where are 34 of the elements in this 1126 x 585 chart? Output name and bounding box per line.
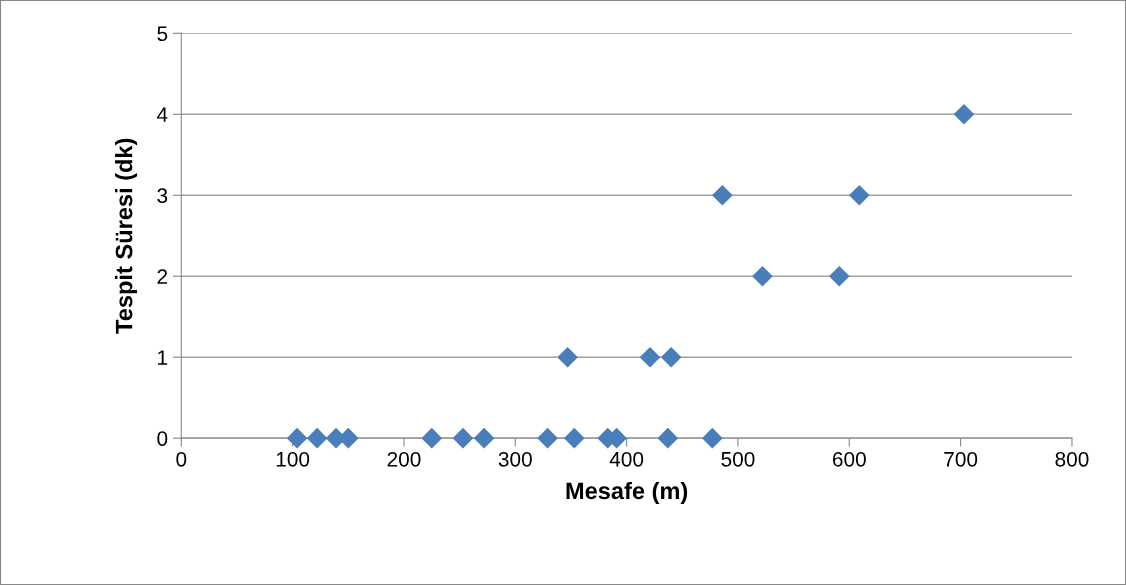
point — [752, 265, 773, 287]
point — [702, 427, 723, 449]
x-tick-label: 600 — [832, 451, 866, 467]
point — [286, 427, 308, 449]
x-tick-label: 500 — [721, 451, 755, 467]
x-tick-label: 700 — [944, 451, 978, 467]
y-tick-label: 2 — [157, 269, 168, 284]
point — [557, 346, 578, 368]
x-tick-label: 800 — [1055, 451, 1089, 467]
point — [828, 265, 850, 287]
y-tick-label: 5 — [157, 26, 168, 42]
point — [473, 427, 495, 449]
point — [712, 184, 733, 206]
point — [537, 427, 558, 449]
point — [660, 346, 682, 368]
y-tick-label: 1 — [158, 350, 168, 365]
point — [639, 346, 661, 368]
point — [953, 104, 975, 125]
x-tick-label: 300 — [498, 451, 532, 467]
point — [452, 427, 474, 449]
y-tick-label: 4 — [156, 107, 168, 122]
point — [657, 427, 679, 449]
x-tick-label: 400 — [609, 451, 644, 467]
x-axis-title: Mesafe (m) — [566, 481, 688, 504]
y-tick-label: 0 — [157, 431, 168, 446]
x-tick-label: 100 — [276, 451, 310, 467]
point — [421, 427, 443, 449]
point — [849, 184, 870, 206]
point — [563, 427, 585, 449]
y-tick-label: 3 — [157, 188, 168, 204]
y-axis-title: Tespit Süresi (dk) — [115, 138, 138, 334]
x-tick-label: 0 — [176, 451, 187, 467]
x-tick-label: 200 — [387, 451, 421, 467]
point — [306, 427, 328, 449]
